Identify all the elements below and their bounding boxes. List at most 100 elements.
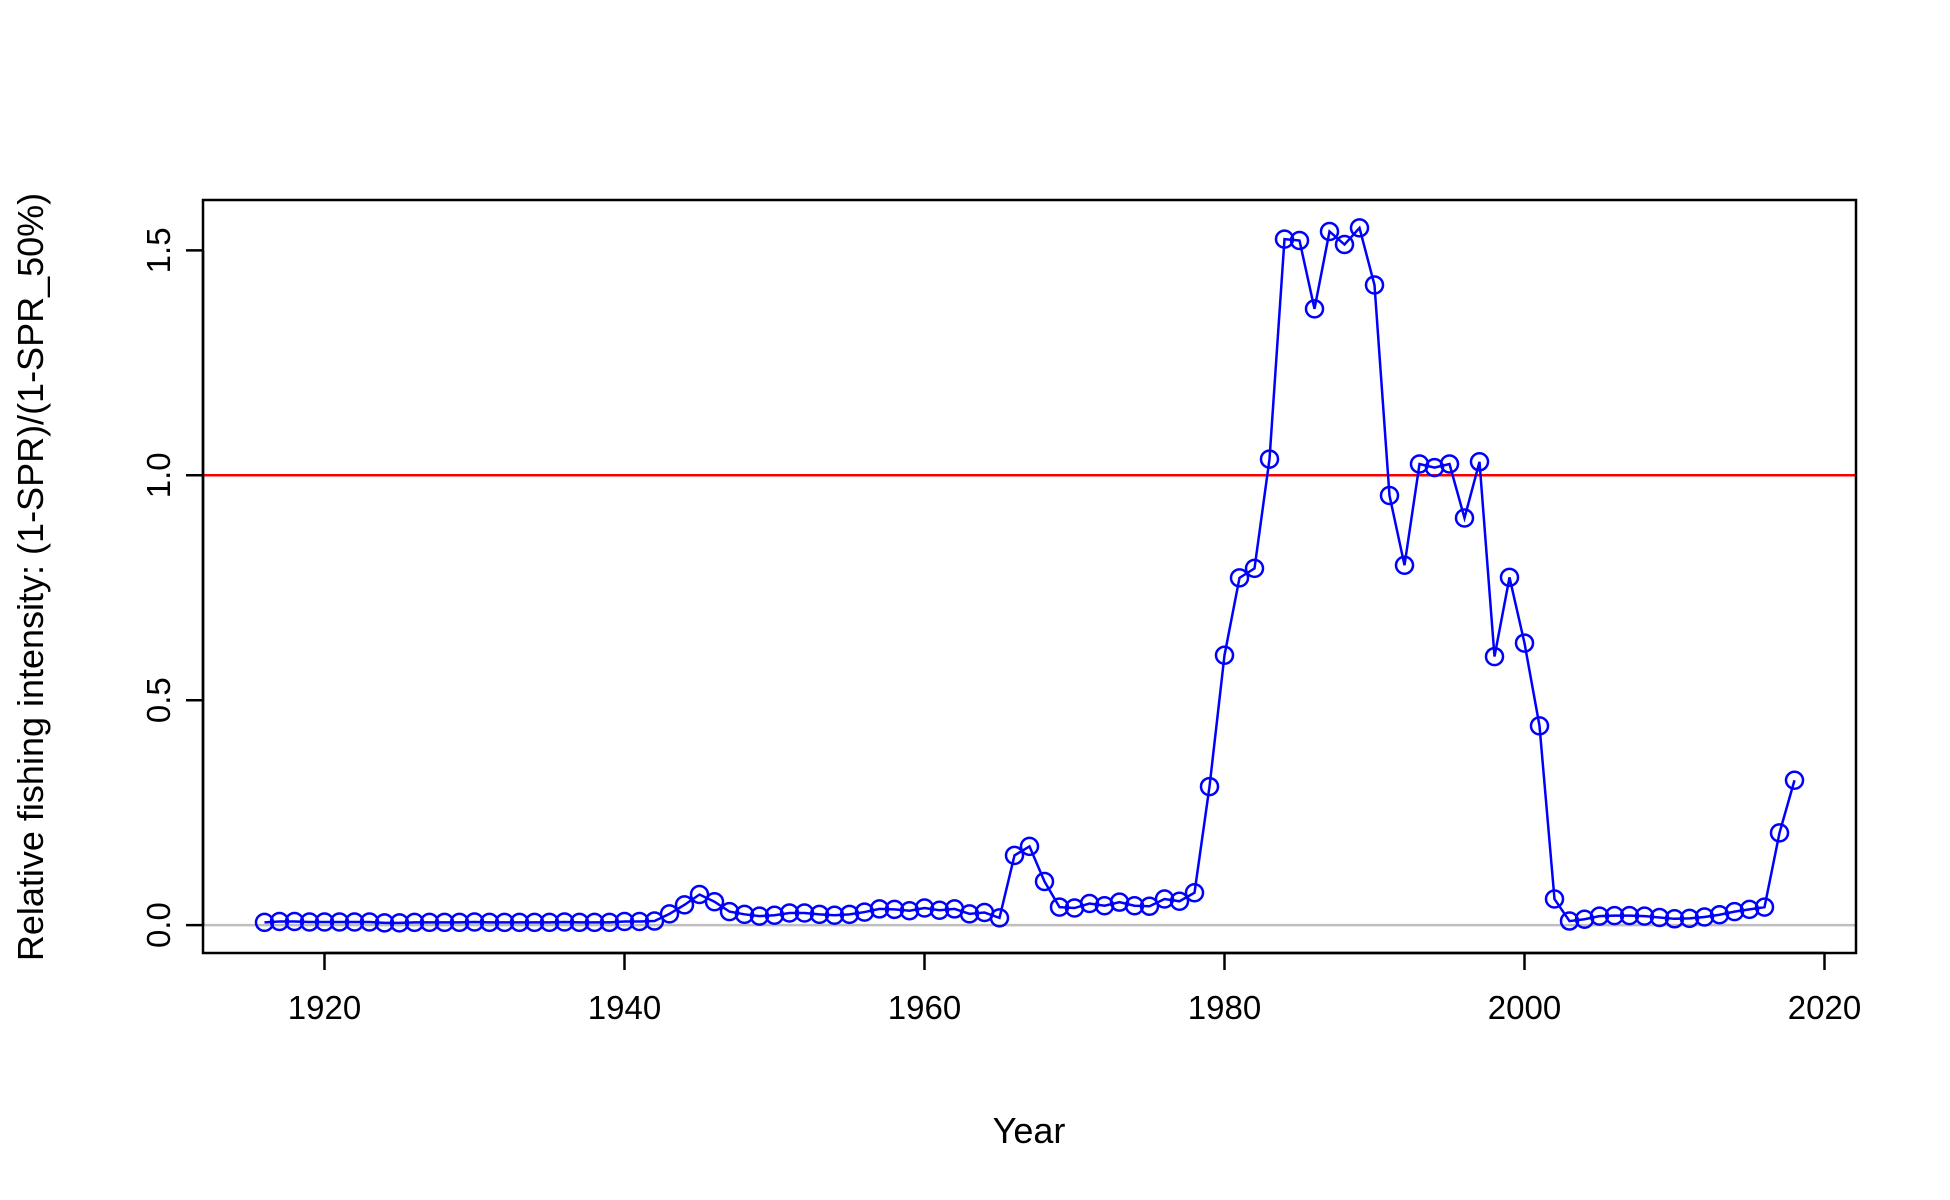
data-point-1928 bbox=[434, 912, 455, 933]
data-point-2001 bbox=[1529, 716, 1550, 736]
data-point-1917 bbox=[269, 911, 290, 932]
y-tick-label: 0.0 bbox=[140, 902, 177, 948]
data-point-1938 bbox=[584, 912, 605, 933]
data-point-1960 bbox=[914, 898, 935, 918]
data-point-2007 bbox=[1619, 905, 1640, 926]
data-point-2015 bbox=[1739, 899, 1760, 920]
data-point-1955 bbox=[839, 904, 860, 925]
data-point-1950 bbox=[764, 905, 785, 925]
plot-frame bbox=[201, 198, 1858, 955]
data-point-1916 bbox=[254, 912, 275, 933]
data-point-1996 bbox=[1454, 508, 1475, 528]
data-point-2010 bbox=[1664, 909, 1685, 929]
data-point-1937 bbox=[569, 912, 590, 933]
x-tick-label: 2000 bbox=[1488, 989, 1561, 1026]
data-point-1952 bbox=[794, 903, 815, 923]
data-point-1926 bbox=[404, 912, 425, 933]
y-tick-label: 0.5 bbox=[140, 677, 177, 723]
data-point-1933 bbox=[509, 912, 530, 933]
data-point-1925 bbox=[389, 913, 410, 933]
data-point-2003 bbox=[1559, 911, 1580, 931]
data-point-1967 bbox=[1019, 836, 1040, 857]
data-point-1954 bbox=[824, 905, 845, 925]
data-point-1963 bbox=[959, 904, 980, 924]
x-axis: 1920 1940 1960 1980 2000 2020 bbox=[288, 951, 1861, 1026]
data-point-1935 bbox=[539, 912, 560, 933]
data-point-1934 bbox=[524, 912, 545, 933]
data-point-1981 bbox=[1229, 568, 1250, 588]
data-point-2017 bbox=[1769, 823, 1790, 843]
data-point-2012 bbox=[1694, 907, 1715, 927]
data-point-1977 bbox=[1169, 891, 1190, 912]
y-axis: 0.0 0.5 1.0 1.5 bbox=[140, 227, 205, 948]
data-point-1982 bbox=[1244, 558, 1265, 579]
data-point-2006 bbox=[1604, 905, 1625, 926]
x-tick-label: 2020 bbox=[1788, 989, 1861, 1026]
data-point-2002 bbox=[1544, 889, 1565, 909]
data-point-2014 bbox=[1724, 901, 1745, 922]
data-point-1997 bbox=[1469, 452, 1490, 472]
data-point-1990 bbox=[1364, 275, 1385, 295]
data-point-1958 bbox=[884, 899, 905, 920]
data-point-1980 bbox=[1214, 645, 1235, 665]
data-point-1989 bbox=[1349, 218, 1370, 238]
data-point-1984 bbox=[1274, 229, 1295, 249]
data-point-1946 bbox=[704, 891, 725, 912]
data-point-1936 bbox=[554, 912, 575, 932]
data-point-2004 bbox=[1574, 909, 1595, 930]
data-point-1919 bbox=[299, 912, 320, 932]
data-point-1974 bbox=[1124, 896, 1145, 916]
data-point-1968 bbox=[1034, 871, 1055, 892]
data-point-1956 bbox=[854, 902, 875, 922]
data-point-1918 bbox=[284, 911, 305, 932]
data-point-1987 bbox=[1319, 221, 1340, 242]
data-point-1961 bbox=[929, 900, 950, 921]
data-point-1929 bbox=[449, 912, 470, 933]
data-point-1948 bbox=[734, 904, 755, 925]
data-point-1985 bbox=[1289, 230, 1310, 251]
data-point-1992 bbox=[1394, 555, 1415, 575]
data-point-1953 bbox=[809, 904, 830, 925]
data-point-1941 bbox=[629, 911, 650, 932]
y-tick-label: 1.0 bbox=[140, 452, 177, 498]
data-point-1944 bbox=[674, 895, 695, 915]
reference-lines bbox=[203, 474, 1856, 927]
data-point-1991 bbox=[1379, 485, 1400, 506]
data-point-1983 bbox=[1259, 449, 1280, 469]
data-point-1988 bbox=[1334, 234, 1355, 255]
data-point-2009 bbox=[1649, 907, 1670, 928]
x-tick-label: 1980 bbox=[1188, 989, 1261, 1026]
series-layer bbox=[254, 218, 1805, 933]
x-axis-label: Year bbox=[993, 1110, 1066, 1151]
data-point-1971 bbox=[1079, 893, 1100, 914]
data-point-2018 bbox=[1784, 770, 1805, 791]
x-tick-label: 1940 bbox=[588, 989, 661, 1026]
data-point-1932 bbox=[494, 912, 515, 933]
data-point-1999 bbox=[1499, 567, 1520, 588]
data-point-1930 bbox=[464, 912, 485, 932]
data-point-1922 bbox=[344, 912, 365, 932]
data-point-1995 bbox=[1439, 454, 1460, 474]
data-point-1976 bbox=[1154, 889, 1175, 909]
data-point-1924 bbox=[374, 913, 395, 933]
data-point-2011 bbox=[1679, 908, 1700, 929]
data-point-1998 bbox=[1484, 646, 1505, 667]
data-point-1957 bbox=[869, 899, 890, 919]
data-point-1920 bbox=[314, 912, 335, 932]
data-point-1949 bbox=[749, 906, 770, 926]
data-point-1940 bbox=[614, 911, 635, 932]
data-point-1965 bbox=[989, 908, 1010, 928]
series-line bbox=[264, 225, 1796, 925]
y-axis-label: Relative fishing intensity: (1-SPR)/(1-S… bbox=[10, 193, 51, 961]
data-point-1931 bbox=[479, 912, 500, 933]
data-point-1921 bbox=[329, 912, 350, 932]
data-point-1951 bbox=[779, 903, 800, 923]
data-point-1986 bbox=[1304, 299, 1325, 319]
data-point-1947 bbox=[719, 901, 740, 922]
data-point-2016 bbox=[1754, 897, 1775, 917]
data-point-1927 bbox=[419, 912, 440, 933]
data-point-1939 bbox=[599, 912, 620, 933]
data-point-2013 bbox=[1709, 905, 1730, 925]
data-point-2000 bbox=[1514, 633, 1535, 653]
data-point-1923 bbox=[359, 912, 380, 932]
